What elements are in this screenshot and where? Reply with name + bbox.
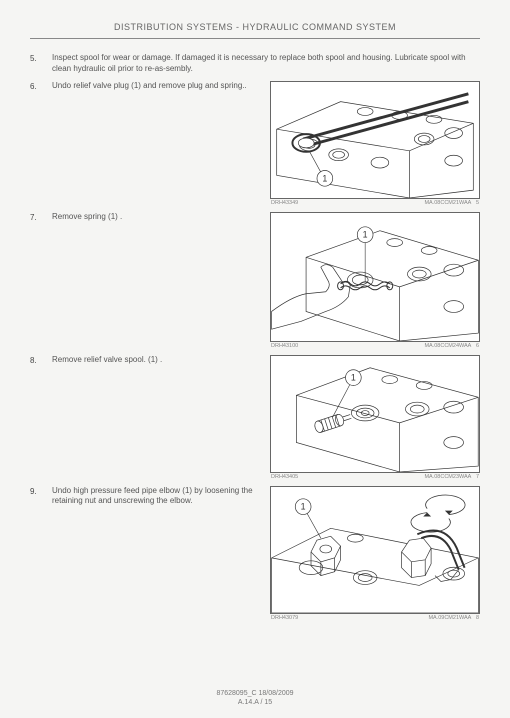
figure-7: 1	[270, 212, 480, 342]
figure-caption: DRH43405 MA.08CCM23WAA 7	[270, 474, 480, 480]
figure-6: 1	[270, 81, 480, 199]
figure-id: DRH43100	[271, 343, 298, 349]
step-text: Remove relief valve spool. (1) .	[52, 355, 262, 480]
figure-caption: DRH43100 MA.08CCM24WAA 6	[270, 343, 480, 349]
footer-doc-id: 87628095_C 18/08/2009	[0, 690, 510, 697]
step-number: 6.	[30, 81, 52, 91]
step-text: Inspect spool for wear or damage. If dam…	[52, 53, 480, 75]
figure-num: 6	[476, 343, 479, 349]
figure-code: MA.08CCM24WAA	[424, 343, 471, 349]
figure-num: 8	[476, 615, 479, 621]
step-number: 5.	[30, 53, 52, 63]
figure-caption: DRH43079 MA.09CM21WAA 8	[270, 615, 480, 621]
step-7: 7. Remove spring (1) .	[30, 212, 480, 349]
step-8: 8. Remove relief valve spool. (1) .	[30, 355, 480, 480]
step-text: Undo high pressure feed pipe elbow (1) b…	[52, 486, 262, 621]
figure-id: DRH43079	[271, 615, 298, 621]
step-9: 9. Undo high pressure feed pipe elbow (1…	[30, 486, 480, 621]
page-footer: 87628095_C 18/08/2009 A.14.A / 15	[0, 690, 510, 706]
figure-9: 1	[270, 486, 480, 614]
figure-code: MA.08CCM23WAA	[424, 474, 471, 480]
figure-id: DRH43405	[271, 474, 298, 480]
step-text: Undo relief valve plug (1) and remove pl…	[52, 81, 262, 206]
step-6: 6. Undo relief valve plug (1) and remove…	[30, 81, 480, 206]
footer-page-ref: A.14.A / 15	[0, 699, 510, 706]
figure-code: MA.08CCM21WAA	[424, 200, 471, 206]
step-text: Remove spring (1) .	[52, 212, 262, 349]
step-number: 8.	[30, 355, 52, 365]
header-rule	[30, 38, 480, 39]
svg-text:1: 1	[322, 173, 327, 183]
page-header: DISTRIBUTION SYSTEMS - HYDRAULIC COMMAND…	[30, 22, 480, 32]
figure-num: 5	[476, 200, 479, 206]
figure-id: DRH43349	[271, 200, 298, 206]
figure-8: 1	[270, 355, 480, 473]
step-5: 5. Inspect spool for wear or damage. If …	[30, 53, 480, 75]
figure-caption: DRH43349 MA.08CCM21WAA 5	[270, 200, 480, 206]
step-number: 7.	[30, 212, 52, 222]
figure-num: 7	[476, 474, 479, 480]
svg-text:1: 1	[301, 501, 306, 511]
svg-text:1: 1	[351, 372, 356, 382]
step-number: 9.	[30, 486, 52, 496]
figure-code: MA.09CM21WAA	[428, 615, 471, 621]
svg-text:1: 1	[363, 229, 368, 239]
